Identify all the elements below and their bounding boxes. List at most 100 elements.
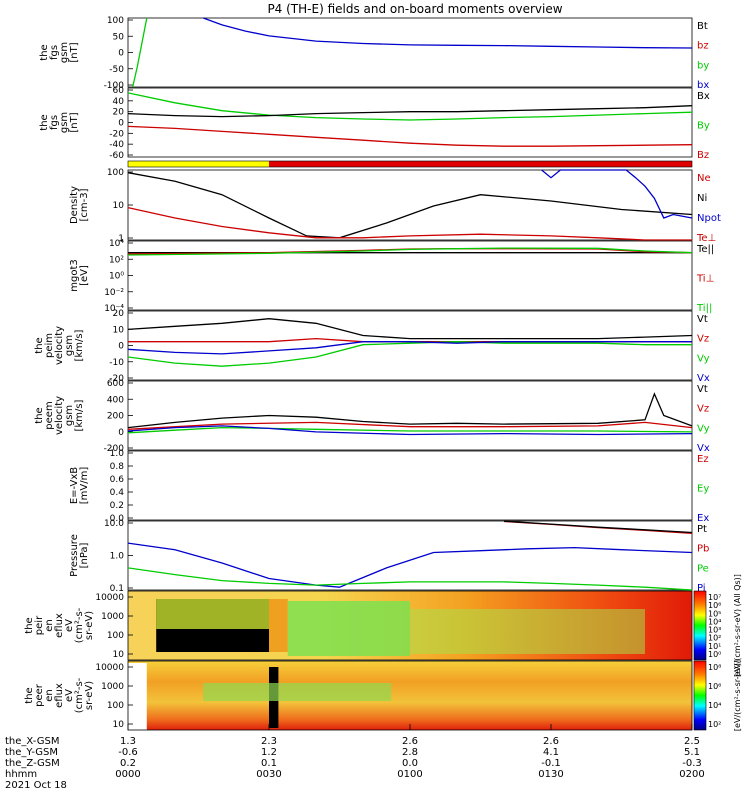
y-tick-label: 100	[107, 16, 124, 26]
x-tick-label: 5.1	[684, 747, 700, 758]
y-tick-label: -50	[109, 65, 124, 75]
colorbar-label: [eV/(cm²-s-sr-eV)]	[733, 660, 742, 731]
y-tick-label: 50	[113, 32, 125, 42]
legend-entry: Ti||	[696, 303, 712, 314]
time-axis-row-label: 2021 Oct 18	[5, 780, 67, 791]
y-axis-label: Density[cm-3]	[69, 186, 90, 224]
spectrogram-green-band	[203, 683, 392, 701]
legend-entry: Ti⊥	[696, 274, 714, 285]
x-tick-label: -0.1	[541, 758, 561, 769]
panel-frame	[127, 240, 693, 311]
y-axis-label-line: Pressure	[69, 534, 80, 577]
panel-frame	[127, 380, 693, 451]
colorbar-tick-label: 10¹	[708, 642, 721, 651]
y-axis-label-line: the	[39, 44, 50, 60]
y-tick-label: 10⁻⁴	[104, 304, 124, 314]
y-axis-label-line: the	[34, 337, 45, 353]
legend-entry: bz	[697, 41, 709, 52]
x-tick-label: 0000	[115, 769, 140, 780]
y-axis-label-line: sr-eV)	[84, 611, 95, 640]
y-tick-label: 10.0	[104, 519, 124, 529]
series-line-bx	[127, 105, 693, 118]
y-tick-label: 10⁴	[109, 239, 124, 249]
series-line-vt	[127, 392, 693, 429]
y-axis-label-line: [km/s]	[74, 329, 85, 361]
y-tick-label: 0	[118, 342, 124, 352]
x-tick-label: 0100	[397, 769, 422, 780]
y-tick-label: 10000	[95, 663, 124, 673]
series-line-vz	[127, 421, 693, 430]
y-axis-label: thepeemvelocitygsm[km/s]	[34, 396, 85, 435]
colorbar-tick-label: 10⁴	[708, 701, 721, 710]
y-axis-label-line: [nPa]	[79, 542, 90, 568]
series-line-ne	[127, 206, 692, 241]
y-tick-label: 10	[113, 650, 125, 660]
y-tick-label: 1.0	[110, 449, 125, 459]
panel-density: Density[cm-3] 100 10 1 Ne Ni Npot Te⊥	[69, 168, 721, 244]
panel-frame	[127, 590, 693, 661]
figure-title: P4 (TH-E) fields and on-board moments ov…	[267, 2, 562, 16]
y-tick-label: 20	[113, 108, 125, 118]
y-tick-label: 1.0	[110, 552, 125, 562]
panel-frame	[127, 87, 693, 158]
colorbar-tick-label: 10³	[708, 626, 721, 635]
series-line-vx	[127, 425, 693, 436]
spectrogram-yellow-band	[156, 599, 269, 629]
y-axis-label-line: peer	[34, 683, 45, 707]
y-axis-label-line: eflux	[54, 613, 65, 638]
colorbar-tick-label: 10⁷	[708, 593, 721, 602]
legend-entry: Vx	[697, 443, 710, 454]
y-axis-label-line: gsm	[64, 335, 75, 356]
spectrogram-green-wide	[410, 609, 645, 654]
y-tick-label: 1000	[101, 682, 124, 692]
x-tick-label: -0.6	[118, 747, 138, 758]
y-axis-label-line: gsm	[59, 112, 70, 133]
spectrogram-gap	[269, 599, 288, 652]
series-line-bz	[127, 125, 693, 147]
y-tick-label: -10	[109, 358, 124, 368]
series-line-pe	[127, 567, 693, 591]
x-tick-label: 1.2	[261, 747, 277, 758]
y-axis-label-line: Density	[69, 186, 80, 224]
series-line-ni	[127, 172, 693, 239]
y-tick-label: 0.1	[110, 584, 124, 594]
legend-entry: by	[697, 60, 709, 71]
y-tick-label: -20	[109, 374, 124, 384]
y-axis-label-line: velocity	[54, 396, 65, 435]
series-line-vx	[127, 341, 692, 355]
y-axis-label: E=-VxB[mV/m]	[69, 467, 90, 505]
y-axis-label-line: fgs	[49, 45, 60, 60]
series-line-by	[132, 17, 148, 88]
y-axis-label-line: E=-VxB	[69, 467, 80, 504]
colorbar: 10⁸ 10⁶ 10⁴ 10² [eV/(cm²-s-sr-eV)]	[693, 660, 742, 731]
x-tick-label: 0.1	[261, 758, 277, 769]
panel-frame	[127, 17, 693, 88]
legend-entry: Ne	[697, 173, 711, 184]
legend-entry: Npot	[697, 213, 721, 224]
y-axis-label-line: peir	[34, 615, 45, 635]
y-axis-label: thefgsgsm[nT]	[39, 112, 80, 133]
y-tick-label: 600	[107, 379, 124, 389]
y-tick-label: 1	[118, 234, 124, 244]
y-axis-label-line: eflux	[54, 683, 65, 708]
x-tick-label: 4.1	[543, 747, 559, 758]
y-axis-label-line: the	[34, 407, 45, 423]
colorbar-tick-label: 10⁴	[708, 617, 721, 626]
series-line-ti	[127, 247, 693, 256]
colorbar-tick-label: 10⁰	[708, 650, 721, 659]
y-axis-label: thepeerenefluxeV(cm²-s-sr-eV)	[24, 677, 95, 713]
panel-peir_eflux: thepeirenefluxeV(cm²-s-sr-eV)10000100010…	[24, 574, 742, 677]
legend-entry: Te||	[696, 244, 714, 255]
y-tick-label: 10²	[109, 255, 124, 265]
x-tick-label: 2.5	[684, 736, 700, 747]
y-tick-label: 10⁰	[109, 272, 124, 282]
quality-bar-frame	[127, 160, 693, 168]
y-tick-label: 40	[113, 97, 125, 107]
y-axis-label-line: the	[39, 114, 50, 130]
y-tick-label: 100	[107, 701, 124, 711]
y-axis-label-line: [km/s]	[74, 399, 85, 431]
y-axis-label-line: [cm-3]	[79, 188, 90, 221]
x-tick-label: 2.6	[402, 736, 418, 747]
y-tick-label: 400	[107, 395, 124, 405]
